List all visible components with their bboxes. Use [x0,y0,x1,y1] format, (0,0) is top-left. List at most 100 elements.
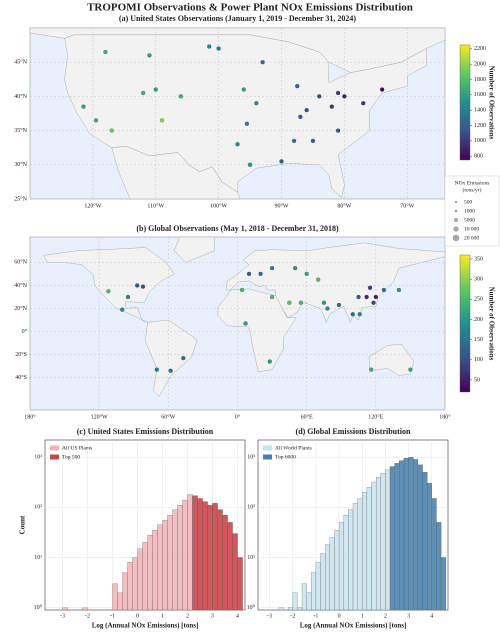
plant-point [304,271,309,277]
x-tick-label: 2 [186,613,189,619]
histogram-bar [306,592,312,611]
x-tick-label: 0° [235,413,241,420]
histogram-bar [408,457,414,611]
x-tick-label: 4 [430,613,433,619]
legend-label: Top 500 [62,454,80,460]
plant-point [310,138,316,143]
histogram-bar [217,509,223,611]
histogram-bar [172,509,178,611]
colorbar-label: Number of Observations [487,66,495,140]
plant-point [287,300,292,305]
plant-point [109,128,114,133]
plant-point [178,94,184,99]
plant-point [153,87,158,92]
x-tick-label: 80°W [337,202,351,209]
plant-point [240,287,245,293]
y-tick-label: 10³ [247,455,255,461]
plant-point [298,114,303,120]
y-tick-label: 0° [22,328,28,335]
plant-point [369,367,374,372]
plant-point [269,266,275,271]
legend-label: Top 6000 [275,454,296,460]
size-legend-marker [454,209,458,213]
x-tick-label: 180° [24,413,36,420]
histogram-bar [422,472,428,611]
plant-point [408,367,413,372]
histogram-bar [329,537,335,611]
histogram-bar [287,607,293,611]
plant-point [267,359,272,364]
y-tick-label: 20°N [14,305,27,312]
histogram-bar [376,476,381,611]
plant-point [293,266,298,271]
histogram-bar [413,459,419,611]
x-tick-label: 60°W [161,413,175,420]
y-tick-label: 20°S [15,351,27,358]
colorbar-tick-label: 2000 [474,62,486,68]
histogram-bar [147,534,153,611]
x-tick-label: 3 [211,613,214,619]
histogram-bar [366,487,372,611]
colorbar-tick-label: 350 [474,256,483,262]
plant-point [350,312,355,317]
plant-point [147,53,152,58]
plant-point [93,118,99,123]
plant-point [304,107,309,113]
plant-point [356,294,361,300]
x-tick-label: 100°W [210,202,227,209]
plant-point [154,367,159,372]
histogram-bar [380,473,386,611]
x-tick-label: 0 [136,613,139,619]
plant-point [381,287,387,293]
x-tick-label: 90°W [274,202,288,209]
y-tick-label: 30°N [14,161,27,168]
histogram-bar [399,460,405,611]
y-tick-label: 35°N [14,127,27,134]
colorbar [459,44,471,161]
y-tick-label: 10⁰ [34,604,43,611]
size-legend-marker [453,226,459,232]
histogram-bar [297,607,303,611]
x-axis-label: Log (Annual NOx Emissions) [tons] [92,622,199,630]
histogram-bar [237,557,243,611]
size-legend-title: NOx Emissions [455,180,490,186]
histogram-bar [394,463,400,611]
plot-title: (d) Global Emissions Distribution [296,427,411,436]
legend-swatch [263,445,272,451]
histogram-bar [187,494,193,611]
y-tick-label: 10³ [34,455,42,461]
y-tick-label: 10¹ [34,555,42,561]
x-tick-label: 70°W [400,202,414,209]
plant-point [244,121,250,126]
x-tick-label: 120°W [91,413,108,420]
x-tick-label: 1 [161,613,164,619]
x-axis-label: Log (Annual NOx Emissions) [tons] [300,622,407,630]
x-tick-label: 0 [338,613,341,619]
size-legend-label: 5000 [464,217,475,223]
plant-point [181,356,186,361]
colorbar-tick-label: 800 [474,154,483,160]
plant-point [81,104,86,109]
histogram-bar [403,458,409,611]
x-tick-label: -1 [313,613,318,619]
histogram-bar [362,492,368,611]
plant-point [336,90,341,96]
plot-title: (c) United States Emissions Distribution [77,427,214,436]
plant-point [367,285,373,290]
histogram-bar [440,557,446,611]
plant-point [269,294,275,300]
x-tick-label: 2 [384,613,387,619]
x-tick-label: 60°E [301,413,313,420]
colorbar-tick-label: 1000 [474,138,486,144]
plant-point [168,368,173,373]
y-tick-label: 45°N [14,59,27,66]
histogram-bar [343,514,349,611]
y-tick-label: 25°N [14,195,27,202]
histogram-bar [82,607,88,611]
histogram-bar [352,503,358,611]
plant-point [141,90,146,96]
histogram-bar [389,466,395,611]
colorbar-tick-label: 1200 [474,123,486,129]
histogram-bar [132,557,138,611]
